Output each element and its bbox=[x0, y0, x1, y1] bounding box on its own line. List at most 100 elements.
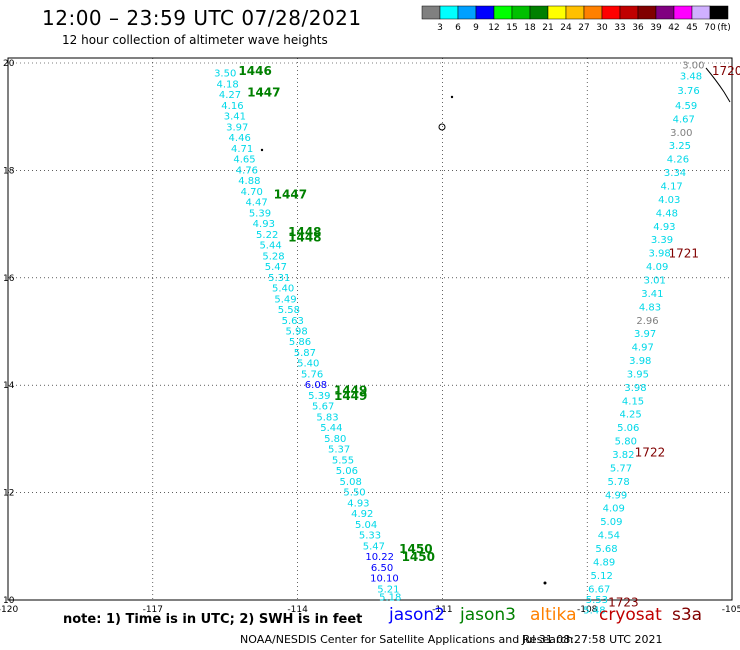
swh-value-label: 3.48 bbox=[680, 71, 702, 82]
x-tick-label: -105 bbox=[722, 605, 740, 615]
island-marker bbox=[543, 581, 547, 585]
swh-value-label: 3.98 bbox=[624, 383, 646, 394]
swh-value-label: 5.39 bbox=[249, 208, 271, 219]
swh-value-label: 4.54 bbox=[598, 531, 620, 542]
swh-value-label: 5.12 bbox=[591, 571, 613, 582]
swh-value-label: 6.08 bbox=[305, 380, 327, 391]
color-scale-tick: 42 bbox=[668, 23, 679, 33]
island-marker bbox=[438, 123, 446, 131]
swh-value-label: 5.47 bbox=[265, 262, 287, 273]
swh-value-label: 5.83 bbox=[316, 412, 338, 423]
swh-value-label: 3.50 bbox=[214, 69, 236, 80]
swh-value-label: 4.26 bbox=[667, 155, 689, 166]
color-scale-tick: 27 bbox=[578, 23, 589, 33]
swh-value-label: 5.87 bbox=[294, 348, 316, 359]
swh-value-label: 4.18 bbox=[216, 79, 238, 90]
swh-value-label: 5.58 bbox=[278, 305, 300, 316]
swh-value-label: 3.01 bbox=[644, 275, 666, 286]
swh-value-label: 5.80 bbox=[324, 434, 346, 445]
color-scale-bar: 3 6 9 12 15 18 21 24 27 30 33 36 39 42 45 70 (ft) bbox=[421, 5, 731, 33]
pass-time-label: 1450 bbox=[399, 542, 432, 556]
swh-value-label: 5.40 bbox=[272, 284, 294, 295]
credit-text: NOAA/NESDIS Center for Satellite Applica… bbox=[240, 633, 574, 646]
swh-value-label: 3.76 bbox=[677, 86, 699, 97]
swh-value-label: 5.67 bbox=[312, 402, 334, 413]
x-tick-label: -111 bbox=[432, 605, 452, 615]
swh-value-label: 5.28 bbox=[262, 251, 284, 262]
swh-value-label: 3.41 bbox=[641, 289, 663, 300]
pass-time-label: 1447 bbox=[247, 86, 280, 100]
y-tick-label: 12 bbox=[3, 489, 14, 499]
swh-value-label: 4.93 bbox=[653, 222, 675, 233]
swh-value-label: 5.18 bbox=[379, 592, 401, 603]
swh-value-label: 3.95 bbox=[627, 369, 649, 380]
legend-s3a: s3a bbox=[672, 605, 703, 625]
swh-value-label: 3.98 bbox=[629, 356, 651, 367]
color-scale-tick: 30 bbox=[596, 23, 608, 33]
swh-value-label: 4.46 bbox=[229, 133, 251, 144]
island-marker bbox=[260, 148, 264, 152]
swh-value-label: 5.55 bbox=[332, 455, 354, 466]
footer-note: note: 1) Time is in UTC; 2) SWH is in fe… bbox=[63, 612, 363, 627]
swh-value-label: 4.59 bbox=[675, 101, 697, 112]
swh-value-label: 5.68 bbox=[595, 544, 617, 555]
x-tick-label: -120 bbox=[0, 605, 18, 615]
legend-jason3: jason3 bbox=[460, 605, 516, 625]
swh-value-label: 5.09 bbox=[600, 517, 622, 528]
swh-value-label: 4.25 bbox=[620, 410, 642, 421]
wave-height-map: -120 -117 -114 -111 -108 -105 10 12 14 16 18 20 3.50… bbox=[0, 57, 740, 615]
swh-value-label: 4.17 bbox=[661, 182, 683, 193]
swh-value-label: 5.80 bbox=[615, 437, 637, 448]
swh-value-label: 4.67 bbox=[673, 114, 695, 125]
pass-time-label: 1448 bbox=[288, 231, 321, 245]
swh-value-label: 4.99 bbox=[605, 490, 627, 501]
swh-value-label: 5.47 bbox=[363, 541, 385, 552]
swh-value-label: 4.97 bbox=[632, 343, 654, 354]
swh-value-label: 4.27 bbox=[219, 90, 241, 101]
pass-time-label: 1721 bbox=[668, 247, 699, 261]
swh-value-label: 4.03 bbox=[658, 195, 680, 206]
swh-value-label: 4.48 bbox=[656, 208, 678, 219]
swh-value-label: 5.08 bbox=[340, 477, 362, 488]
color-scale-tick: 6 bbox=[455, 23, 461, 33]
y-tick-label: 20 bbox=[3, 59, 15, 69]
pass-time-label: 1449 bbox=[334, 389, 367, 403]
swh-value-label: 5.78 bbox=[607, 477, 629, 488]
swh-value-label: 3.00 bbox=[682, 61, 704, 72]
y-tick-label: 10 bbox=[3, 596, 15, 606]
color-scale-tick: 45 bbox=[686, 23, 697, 33]
x-tick-label: -117 bbox=[143, 605, 163, 615]
color-scale-tick: 39 bbox=[650, 23, 662, 33]
swh-value-label: 4.71 bbox=[231, 144, 253, 155]
swh-value-label: 5.53 bbox=[586, 595, 608, 606]
swh-value-label: 5.63 bbox=[282, 316, 304, 327]
swh-value-label: 5.77 bbox=[610, 463, 632, 474]
swh-value-label: 5.06 bbox=[617, 423, 639, 434]
swh-value-label: 5.50 bbox=[343, 488, 365, 499]
swh-value-label: 5.76 bbox=[301, 369, 323, 380]
color-scale-tick: 18 bbox=[524, 23, 536, 33]
swh-value-label: 5.44 bbox=[320, 423, 342, 434]
swh-value-label: 5.22 bbox=[256, 230, 278, 241]
y-tick-label: 16 bbox=[3, 274, 15, 284]
swh-value-label: 5.39 bbox=[308, 391, 330, 402]
page-title: 12:00 – 23:59 UTC 07/28/2021 bbox=[42, 6, 362, 30]
pass-time-label: 1447 bbox=[274, 188, 307, 202]
island-marker bbox=[450, 95, 454, 99]
swh-value-label: 4.65 bbox=[233, 155, 255, 166]
legend-jason2: jason2 bbox=[389, 605, 445, 625]
swh-value-label: 4.47 bbox=[245, 198, 267, 209]
swh-value-label: 5.37 bbox=[328, 445, 350, 456]
color-scale-unit: (ft) bbox=[717, 23, 731, 33]
color-scale-tick: 15 bbox=[506, 23, 517, 33]
swh-value-label: 3.25 bbox=[669, 141, 691, 152]
swh-value-label: 4.16 bbox=[221, 101, 243, 112]
x-tick-label: -108 bbox=[577, 605, 598, 615]
swh-value-label: 5.48 bbox=[583, 606, 605, 615]
swh-value-label: 5.31 bbox=[268, 273, 290, 284]
generated-timestamp: Jul 31 08:27:58 UTC 2021 bbox=[522, 633, 663, 646]
swh-value-label: 4.88 bbox=[238, 176, 260, 187]
legend-cryosat: cryosat bbox=[599, 605, 662, 625]
swh-value-label: 5.98 bbox=[286, 327, 308, 338]
color-swatch bbox=[709, 5, 729, 20]
